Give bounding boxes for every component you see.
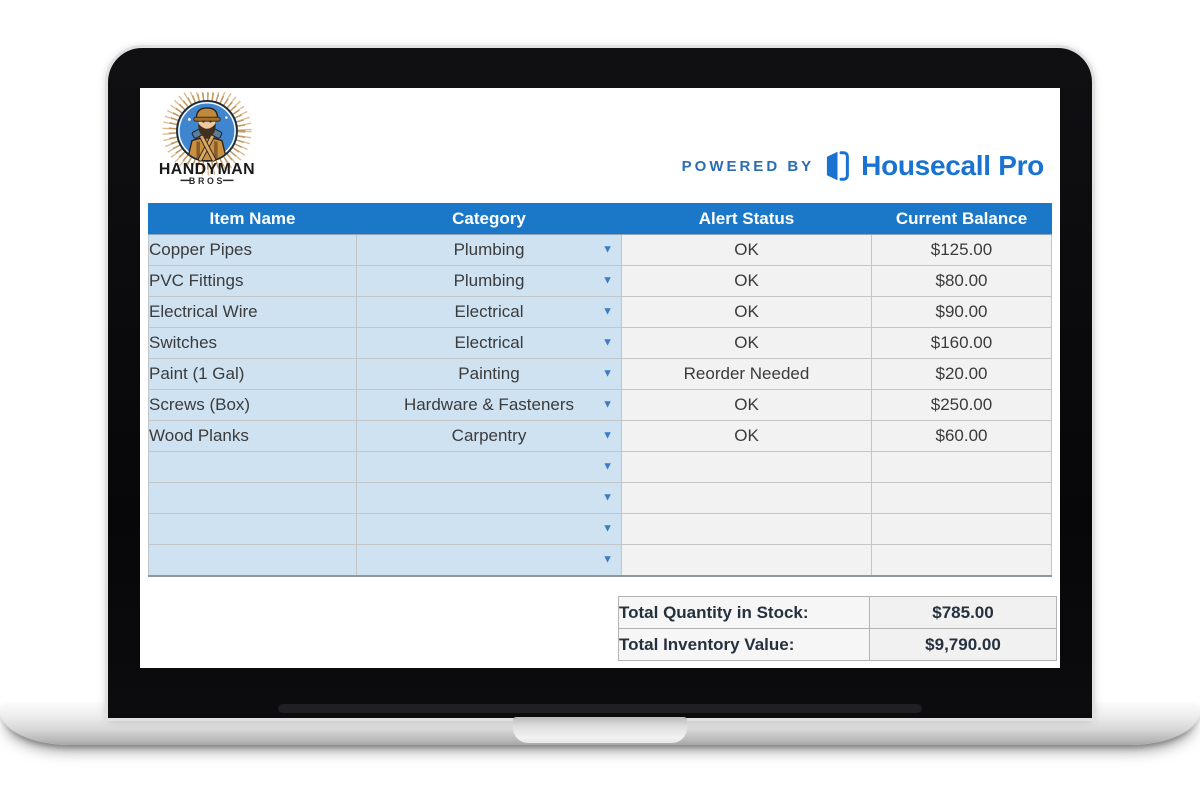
powered-by-lockup: POWERED BY Housecall Pro — [681, 150, 1045, 182]
laptop-hinge-notch — [513, 717, 687, 743]
cell-item-name[interactable]: Paint (1 Gal) — [148, 358, 357, 390]
handyman-bros-logo-icon: HANDYMAN BROS — [159, 92, 255, 186]
cell-alert-status[interactable] — [621, 513, 872, 545]
cell-category-dropdown[interactable]: Plumbing ▼ — [356, 234, 622, 266]
cell-alert-status[interactable] — [621, 544, 872, 577]
cell-category-dropdown[interactable]: ▼ — [356, 451, 622, 483]
inventory-table: Item Name Category Alert Status Current … — [148, 203, 1052, 577]
total-inventory-row: Total Inventory Value: $9,790.00 — [618, 628, 1057, 661]
housecall-pro-icon — [827, 151, 850, 181]
cell-category-dropdown[interactable]: Electrical ▼ — [356, 296, 622, 328]
cell-item-name[interactable]: Electrical Wire — [148, 296, 357, 328]
dropdown-arrow-icon[interactable]: ▼ — [602, 367, 613, 380]
category-value: Plumbing — [453, 271, 525, 290]
cell-alert-status[interactable]: OK — [621, 389, 872, 421]
logo-wordmark: HANDYMAN — [159, 161, 255, 178]
table-row: Electrical Wire Electrical ▼ OK $90.00 — [148, 296, 1052, 328]
cell-item-name[interactable]: Screws (Box) — [148, 389, 357, 421]
col-header-item-name: Item Name — [148, 203, 357, 235]
total-inventory-value: $9,790.00 — [869, 628, 1057, 661]
cell-current-balance[interactable]: $160.00 — [871, 327, 1052, 359]
table-row: ▼ — [148, 544, 1052, 577]
cell-category-dropdown[interactable]: ▼ — [356, 513, 622, 545]
cell-alert-status[interactable]: OK — [621, 420, 872, 452]
cell-current-balance[interactable]: $80.00 — [871, 265, 1052, 297]
table-row: Copper Pipes Plumbing ▼ OK $125.00 — [148, 234, 1052, 266]
total-quantity-value: $785.00 — [869, 596, 1057, 629]
dropdown-arrow-icon[interactable]: ▼ — [602, 305, 613, 318]
cell-current-balance[interactable] — [871, 451, 1052, 483]
dropdown-arrow-icon[interactable]: ▼ — [602, 429, 613, 442]
category-value: Electrical — [454, 302, 524, 321]
cell-item-name[interactable]: Wood Planks — [148, 420, 357, 452]
col-header-alert-status: Alert Status — [621, 203, 872, 235]
category-value: Carpentry — [451, 426, 527, 445]
table-row: ▼ — [148, 482, 1052, 514]
cell-category-dropdown[interactable]: Electrical ▼ — [356, 327, 622, 359]
cell-category-dropdown[interactable]: ▼ — [356, 482, 622, 514]
cell-current-balance[interactable]: $125.00 — [871, 234, 1052, 266]
category-value: Plumbing — [453, 240, 525, 259]
col-header-category: Category — [356, 203, 622, 235]
cell-category-dropdown[interactable]: Painting ▼ — [356, 358, 622, 390]
table-row: Screws (Box) Hardware & Fasteners ▼ OK $250.… — [148, 389, 1052, 421]
table-row: ▼ — [148, 451, 1052, 483]
dropdown-arrow-icon[interactable]: ▼ — [602, 274, 613, 287]
cell-category-dropdown[interactable]: ▼ — [356, 544, 622, 577]
cell-current-balance[interactable] — [871, 482, 1052, 514]
dropdown-arrow-icon[interactable]: ▼ — [602, 398, 613, 411]
cell-item-name[interactable] — [148, 513, 357, 545]
cell-current-balance[interactable]: $90.00 — [871, 296, 1052, 328]
cell-item-name[interactable] — [148, 482, 357, 514]
cell-category-dropdown[interactable]: Hardware & Fasteners ▼ — [356, 389, 622, 421]
dropdown-arrow-icon[interactable]: ▼ — [602, 491, 613, 504]
laptop-hinge-shadow — [278, 704, 922, 713]
cell-current-balance[interactable]: $250.00 — [871, 389, 1052, 421]
category-value: Electrical — [454, 333, 524, 352]
dropdown-arrow-icon[interactable]: ▼ — [602, 522, 613, 535]
cell-item-name[interactable]: Switches — [148, 327, 357, 359]
table-header-row: Item Name Category Alert Status Current … — [148, 203, 1052, 235]
cell-current-balance[interactable] — [871, 513, 1052, 545]
cell-current-balance[interactable] — [871, 544, 1052, 577]
housecall-pro-wordmark: Housecall Pro — [861, 150, 1044, 181]
logo-subtext: BROS — [189, 176, 225, 186]
cell-category-dropdown[interactable]: Carpentry ▼ — [356, 420, 622, 452]
total-inventory-value-label: Total Inventory Value: — [618, 628, 870, 661]
powered-by-label: POWERED BY — [681, 157, 815, 175]
table-row: Switches Electrical ▼ OK $160.00 — [148, 327, 1052, 359]
category-value: Hardware & Fasteners — [403, 395, 575, 414]
cell-alert-status[interactable] — [621, 451, 872, 483]
cell-current-balance[interactable]: $20.00 — [871, 358, 1052, 390]
cell-item-name[interactable] — [148, 451, 357, 483]
cell-current-balance[interactable]: $60.00 — [871, 420, 1052, 452]
category-value: Painting — [458, 364, 520, 383]
dropdown-arrow-icon[interactable]: ▼ — [602, 553, 613, 566]
cell-alert-status[interactable] — [621, 482, 872, 514]
dropdown-arrow-icon[interactable]: ▼ — [602, 243, 613, 256]
table-row: Paint (1 Gal) Painting ▼ Reorder Needed $20.… — [148, 358, 1052, 390]
cell-alert-status[interactable]: Reorder Needed — [621, 358, 872, 390]
cell-item-name[interactable]: Copper Pipes — [148, 234, 357, 266]
cell-item-name[interactable]: PVC Fittings — [148, 265, 357, 297]
cell-item-name[interactable] — [148, 544, 357, 577]
table-row: Wood Planks Carpentry ▼ OK $60.00 — [148, 420, 1052, 452]
cell-alert-status[interactable]: OK — [621, 234, 872, 266]
total-quantity-row: Total Quantity in Stock: $785.00 — [618, 596, 1057, 629]
cell-category-dropdown[interactable]: Plumbing ▼ — [356, 265, 622, 297]
laptop-bezel: HANDYMAN BROS POWERED BY Housecall Pro — [108, 48, 1092, 718]
table-row: ▼ — [148, 513, 1052, 545]
totals-table: Total Quantity in Stock: $785.00 Total I… — [618, 596, 1057, 661]
cell-alert-status[interactable]: OK — [621, 327, 872, 359]
dropdown-arrow-icon[interactable]: ▼ — [602, 460, 613, 473]
table-row: PVC Fittings Plumbing ▼ OK $80.00 — [148, 265, 1052, 297]
dropdown-arrow-icon[interactable]: ▼ — [602, 336, 613, 349]
cell-alert-status[interactable]: OK — [621, 296, 872, 328]
cell-alert-status[interactable]: OK — [621, 265, 872, 297]
col-header-current-balance: Current Balance — [871, 203, 1052, 235]
laptop-screen: HANDYMAN BROS POWERED BY Housecall Pro — [140, 88, 1060, 668]
total-quantity-label: Total Quantity in Stock: — [618, 596, 870, 629]
